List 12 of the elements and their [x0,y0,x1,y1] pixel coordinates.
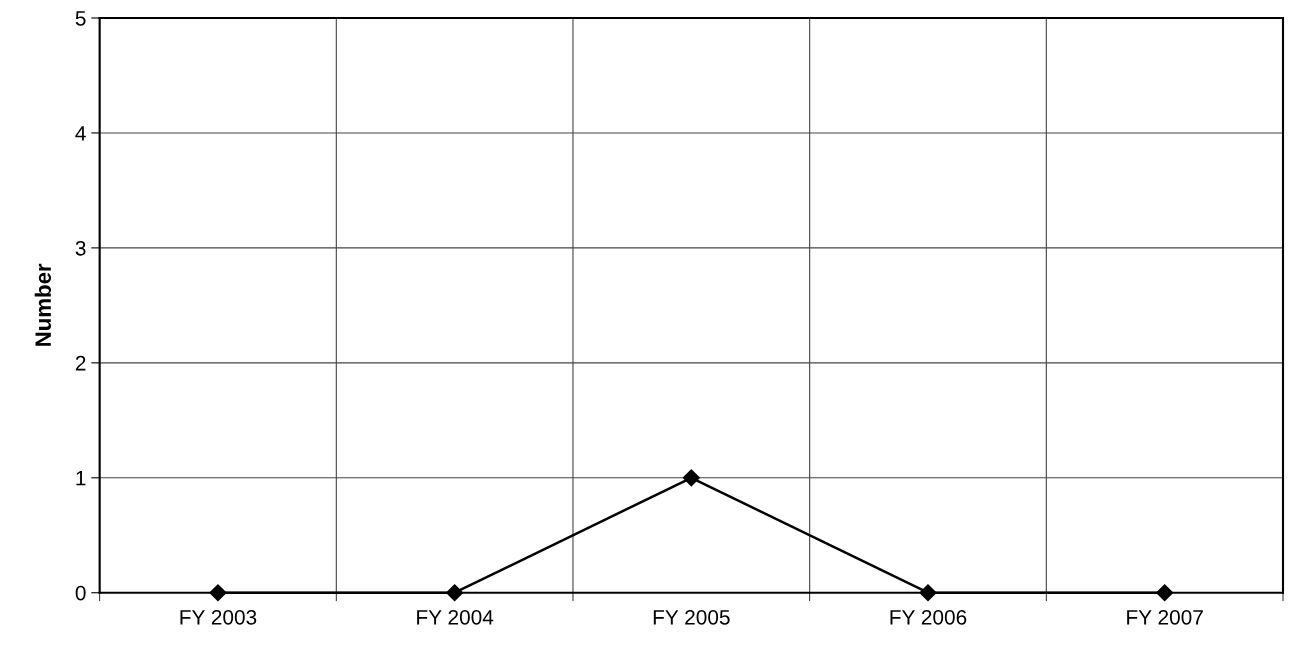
x-tick-label: FY 2006 [890,609,967,625]
y-axis-title: Number [34,263,52,346]
y-tick-label: 0 [75,585,86,601]
y-tick-label: 5 [75,11,86,26]
x-tick-label: FY 2004 [417,609,494,625]
y-tick-label: 4 [75,126,86,141]
y-tick-label: 1 [76,471,86,486]
y-tick-label: 3 [75,240,86,256]
x-tick-label: FY 2003 [180,609,257,625]
x-tick-label: FY 2005 [653,609,730,625]
y-tick-label: 2 [75,355,86,371]
x-tick-label: FY 2007 [1127,609,1203,625]
